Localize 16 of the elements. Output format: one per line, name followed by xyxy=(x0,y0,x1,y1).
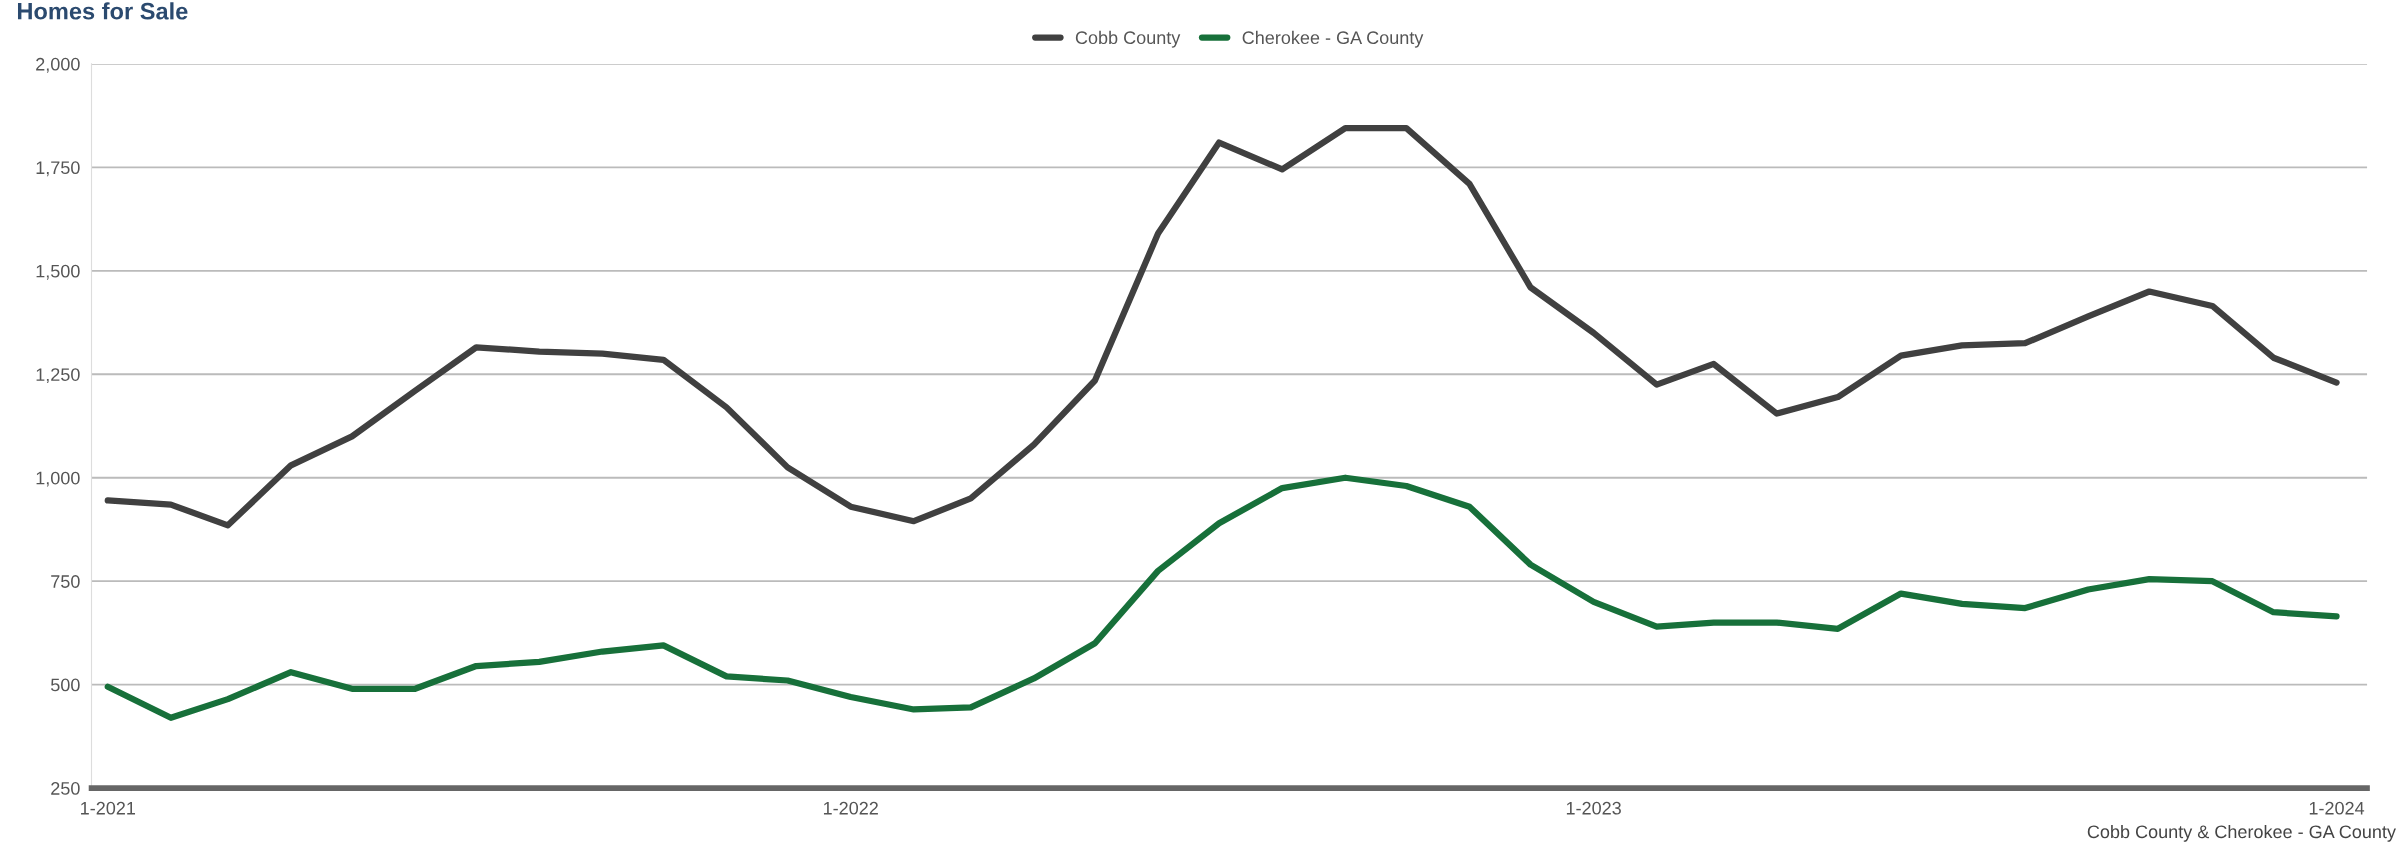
x-tick-label: 1-2024 xyxy=(2309,801,2365,815)
y-tick-label: 1,750 xyxy=(36,161,80,177)
y-tick-label: 1,250 xyxy=(36,368,80,384)
x-tick-label: 1-2023 xyxy=(1566,801,1621,815)
legend-label: Cherokee - GA County xyxy=(1242,30,1424,48)
text: Cobb County & Cherokee - GA County xyxy=(2087,824,2396,842)
y-tick-label: 250 xyxy=(51,782,80,795)
y-tick-label: 1,000 xyxy=(36,471,80,487)
chart-title: Homes for Sale xyxy=(17,2,188,20)
y-tick-label: 500 xyxy=(50,678,80,692)
y-tick-label: 750 xyxy=(51,575,80,588)
y-tick-label: 1,500 xyxy=(36,264,80,280)
legend-label: Cobb County xyxy=(1075,30,1181,48)
x-tick-label: 1-2021 xyxy=(81,801,136,815)
y-tick-label: 2,000 xyxy=(36,57,80,73)
x-tick-label: 1-2022 xyxy=(823,801,878,815)
